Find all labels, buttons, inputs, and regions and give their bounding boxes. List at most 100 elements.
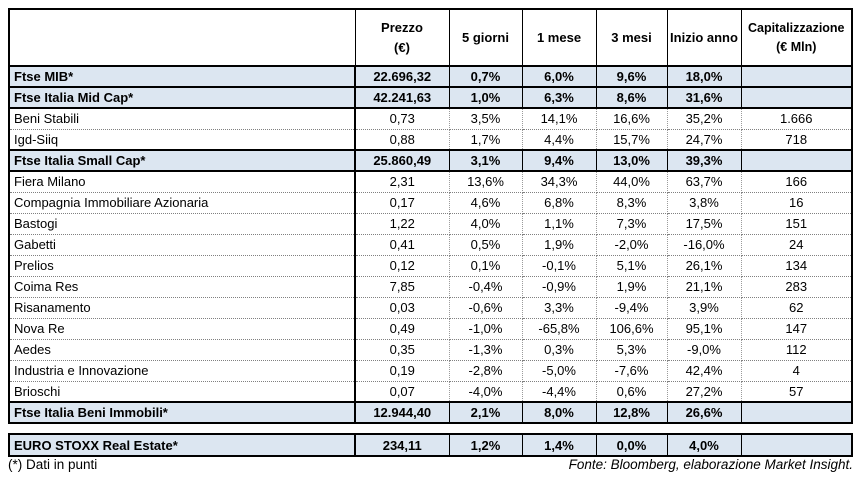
cell-prezzo: 0,35 xyxy=(354,338,450,361)
cell-cap xyxy=(740,401,853,424)
stock-row: Nova Re 0,49 -1,0% -65,8% 106,6% 95,1% 147 xyxy=(8,317,853,340)
cell-prezzo: 7,85 xyxy=(354,275,450,298)
cell-m1: 1,1% xyxy=(521,212,597,235)
cell-d5: -0,6% xyxy=(448,296,523,319)
index-row: Ftse Italia Beni Immobili* 12.944,40 2,1% 8… xyxy=(8,401,853,424)
cell-ytd: 3,9% xyxy=(666,296,742,319)
cell-m1: 34,3% xyxy=(521,170,597,193)
cell-m1: 14,1% xyxy=(521,107,597,130)
stock-row: Prelios 0,12 0,1% -0,1% 5,1% 26,1% 134 xyxy=(8,254,853,277)
cell-cap: 112 xyxy=(740,338,853,361)
cell-cap xyxy=(740,433,853,457)
header-cell-name xyxy=(8,8,356,67)
cell-name: Ftse Italia Mid Cap* xyxy=(8,86,356,109)
index-row: EURO STOXX Real Estate* 234,11 1,2% 1,4% 0,0… xyxy=(8,433,853,457)
index-row: Ftse Italia Mid Cap* 42.241,63 1,0% 6,3% 8,6… xyxy=(8,86,853,109)
cell-cap: 4 xyxy=(740,359,853,382)
cell-m1: 6,0% xyxy=(521,65,597,88)
cell-name: Industria e Innovazione xyxy=(8,359,356,382)
cell-cap: 283 xyxy=(740,275,853,298)
cell-m1: 6,3% xyxy=(521,86,597,109)
cell-prezzo: 0,12 xyxy=(354,254,450,277)
cell-prezzo: 0,17 xyxy=(354,191,450,214)
cell-name: Brioschi xyxy=(8,380,356,403)
cell-ytd: 95,1% xyxy=(666,317,742,340)
stock-row: Igd-Siiq 0,88 1,7% 4,4% 15,7% 24,7% 718 xyxy=(8,128,853,151)
cell-d5: 2,1% xyxy=(448,401,523,424)
cell-m3: 0,6% xyxy=(595,380,668,403)
source-attribution: Fonte: Bloomberg, elaborazione Market In… xyxy=(568,457,853,472)
cell-m1: 3,3% xyxy=(521,296,597,319)
footnote-dati-in-punti: (*) Dati in punti xyxy=(8,457,98,472)
cell-ytd: 42,4% xyxy=(666,359,742,382)
cell-name: Igd-Siiq xyxy=(8,128,356,151)
cell-cap: 24 xyxy=(740,233,853,256)
cell-ytd: 3,8% xyxy=(666,191,742,214)
cell-m3: 13,0% xyxy=(595,149,668,172)
cell-ytd: 18,0% xyxy=(666,65,742,88)
cell-prezzo: 12.944,40 xyxy=(354,401,450,424)
cell-prezzo: 0,73 xyxy=(354,107,450,130)
stock-row: Beni Stabili 0,73 3,5% 14,1% 16,6% 35,2% 1.666 xyxy=(8,107,853,130)
cell-m3: 15,7% xyxy=(595,128,668,151)
cell-m3: -9,4% xyxy=(595,296,668,319)
cell-m1: 6,8% xyxy=(521,191,597,214)
cell-prezzo: 2,31 xyxy=(354,170,450,193)
cell-ytd: 35,2% xyxy=(666,107,742,130)
cell-ytd: 4,0% xyxy=(666,433,742,457)
cell-cap: 1.666 xyxy=(740,107,853,130)
cell-prezzo: 0,88 xyxy=(354,128,450,151)
table-body: Ftse MIB* 22.696,32 0,7% 6,0% 9,6% 18,0% Ftse … xyxy=(8,65,853,424)
cell-d5: 3,1% xyxy=(448,149,523,172)
cell-name: Beni Stabili xyxy=(8,107,356,130)
cell-d5: 0,1% xyxy=(448,254,523,277)
cell-ytd: 31,6% xyxy=(666,86,742,109)
cell-d5: -1,0% xyxy=(448,317,523,340)
cell-d5: -1,3% xyxy=(448,338,523,361)
cell-m1: 4,4% xyxy=(521,128,597,151)
cell-ytd: -9,0% xyxy=(666,338,742,361)
cell-m3: 12,8% xyxy=(595,401,668,424)
stock-row: Bastogi 1,22 4,0% 1,1% 7,3% 17,5% 151 xyxy=(8,212,853,235)
cell-name: Gabetti xyxy=(8,233,356,256)
cell-cap xyxy=(740,149,853,172)
stock-row: Fiera Milano 2,31 13,6% 34,3% 44,0% 63,7% 166 xyxy=(8,170,853,193)
cell-m3: 5,1% xyxy=(595,254,668,277)
cell-m1: -65,8% xyxy=(521,317,597,340)
cell-d5: -2,8% xyxy=(448,359,523,382)
cell-cap xyxy=(740,86,853,109)
cell-m1: -4,4% xyxy=(521,380,597,403)
cell-name: Risanamento xyxy=(8,296,356,319)
cell-prezzo: 25.860,49 xyxy=(354,149,450,172)
cell-d5: 4,6% xyxy=(448,191,523,214)
header-cell-5-giorni: 5 giorni xyxy=(448,8,523,67)
cell-ytd: 27,2% xyxy=(666,380,742,403)
cell-d5: -0,4% xyxy=(448,275,523,298)
cell-prezzo: 0,03 xyxy=(354,296,450,319)
cell-cap: 718 xyxy=(740,128,853,151)
cell-cap: 57 xyxy=(740,380,853,403)
footer: (*) Dati in punti Fonte: Bloomberg, elab… xyxy=(8,457,853,472)
cell-cap: 16 xyxy=(740,191,853,214)
cell-d5: 4,0% xyxy=(448,212,523,235)
stock-row: Gabetti 0,41 0,5% 1,9% -2,0% -16,0% 24 xyxy=(8,233,853,256)
cell-m1: -0,9% xyxy=(521,275,597,298)
cell-ytd: 26,1% xyxy=(666,254,742,277)
cell-m1: 9,4% xyxy=(521,149,597,172)
cell-m3: 8,3% xyxy=(595,191,668,214)
cell-m3: 16,6% xyxy=(595,107,668,130)
index-row: Ftse Italia Small Cap* 25.860,49 3,1% 9,4% 1… xyxy=(8,149,853,172)
cell-d5: -4,0% xyxy=(448,380,523,403)
cell-prezzo: 234,11 xyxy=(354,433,450,457)
table-header: Prezzo (€) 5 giorni 1 mese 3 mesi Inizio… xyxy=(8,8,853,67)
stock-row: Aedes 0,35 -1,3% 0,3% 5,3% -9,0% 112 xyxy=(8,338,853,361)
cell-d5: 3,5% xyxy=(448,107,523,130)
cell-cap: 134 xyxy=(740,254,853,277)
cell-d5: 13,6% xyxy=(448,170,523,193)
cell-name: Compagnia Immobiliare Azionaria xyxy=(8,191,356,214)
cell-ytd: 39,3% xyxy=(666,149,742,172)
cell-prezzo: 22.696,32 xyxy=(354,65,450,88)
performance-table-container: Prezzo (€) 5 giorni 1 mese 3 mesi Inizio… xyxy=(8,8,853,424)
cell-cap: 147 xyxy=(740,317,853,340)
cell-d5: 0,7% xyxy=(448,65,523,88)
